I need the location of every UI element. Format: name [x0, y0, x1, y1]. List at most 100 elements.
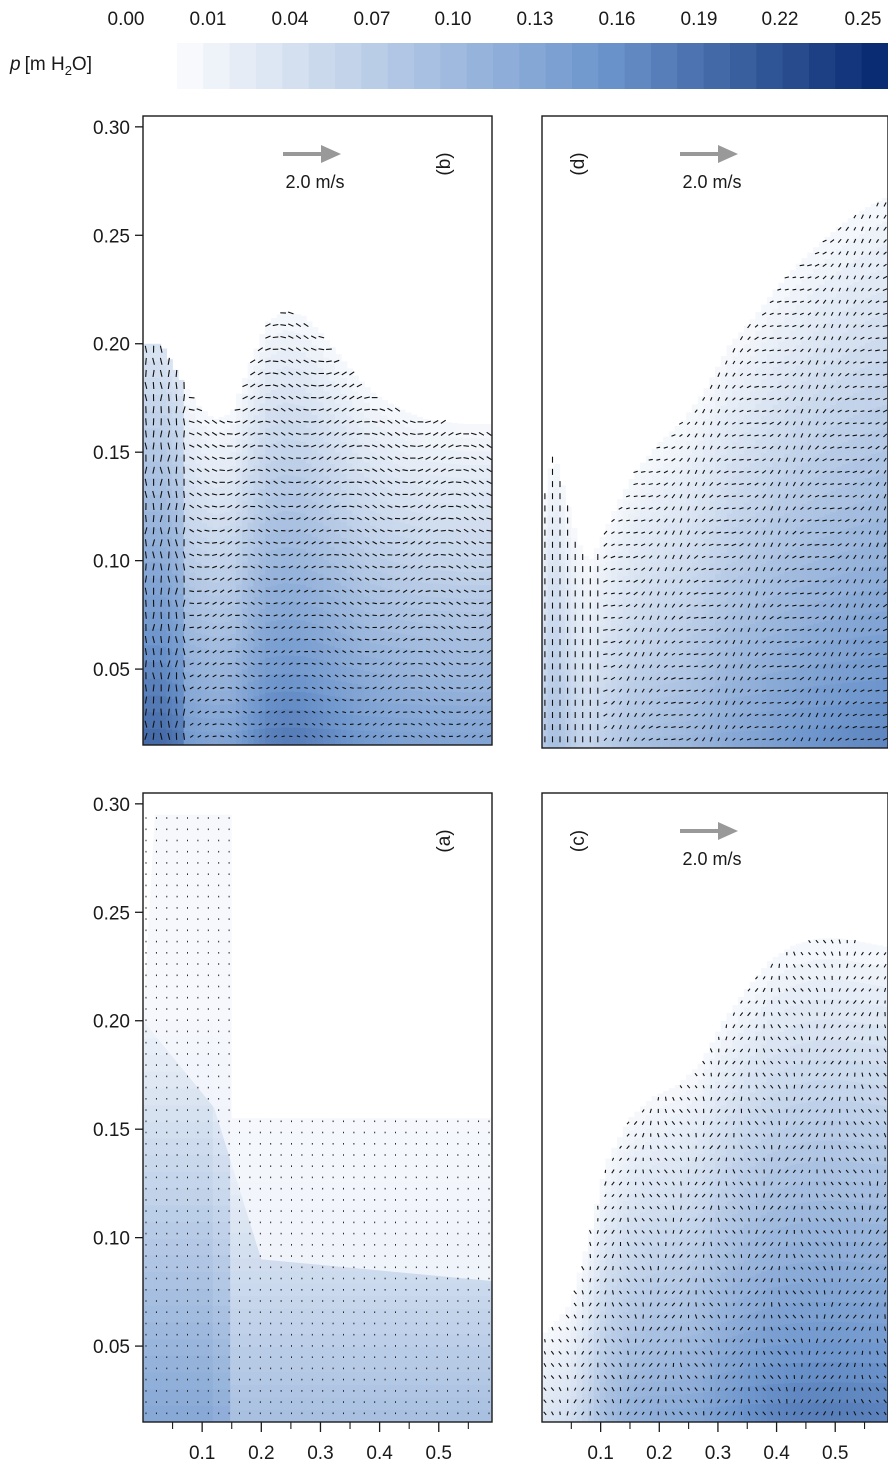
- pressure-cell: [317, 676, 325, 695]
- velocity-vector: [167, 623, 170, 631]
- pressure-cell: [715, 509, 722, 527]
- velocity-vector: [746, 458, 752, 461]
- pressure-cell: [474, 731, 482, 745]
- pressure-cell: [709, 717, 716, 734]
- velocity-vector: [641, 651, 645, 657]
- pressure-cell: [864, 590, 872, 614]
- velocity-vector: [188, 432, 195, 436]
- pressure-cell: [570, 729, 578, 740]
- pressure-cell: [547, 689, 555, 703]
- pressure-cell: [364, 610, 371, 627]
- pressure-cell: [294, 619, 301, 639]
- velocity-vector: [731, 434, 736, 437]
- pressure-cell: [841, 616, 849, 640]
- pressure-cell: [830, 404, 837, 427]
- pressure-cell: [807, 417, 814, 440]
- velocity-vector: [243, 698, 247, 702]
- pressure-cell: [468, 557, 476, 572]
- pressure-cell: [628, 691, 636, 704]
- pressure-cell: [183, 522, 191, 539]
- pressure-cell: [749, 426, 757, 446]
- pressure-cell: [674, 721, 682, 736]
- velocity-vector: [746, 385, 752, 389]
- y-tick-label: 0.25: [93, 226, 130, 247]
- velocity-vector: [152, 381, 155, 390]
- velocity-vector: [204, 686, 210, 690]
- pressure-cell: [445, 597, 453, 612]
- velocity-vector: [273, 710, 278, 714]
- pressure-cell: [230, 689, 237, 704]
- velocity-vector: [471, 638, 477, 641]
- pressure-cell: [375, 628, 383, 645]
- pressure-cell: [645, 626, 653, 640]
- velocity-vector: [724, 725, 728, 730]
- pressure-cell: [474, 718, 482, 733]
- pressure-cell: [433, 636, 441, 652]
- velocity-vector: [656, 627, 660, 632]
- pressure-cell: [749, 337, 757, 356]
- pressure-cell: [853, 503, 860, 527]
- velocity-vector: [189, 480, 195, 485]
- velocity-vector: [694, 530, 698, 535]
- pressure-cell: [559, 737, 566, 748]
- velocity-vector: [433, 504, 439, 509]
- pressure-cell: [451, 436, 458, 451]
- velocity-vector: [717, 700, 721, 706]
- pressure-cell: [253, 398, 261, 416]
- velocity-vector: [295, 395, 302, 400]
- pressure-cell: [224, 607, 232, 622]
- pressure-cell: [680, 474, 687, 490]
- pressure-cell: [663, 709, 670, 723]
- pressure-cell: [358, 623, 365, 640]
- pressure-cell: [559, 638, 566, 651]
- velocity-vector: [175, 490, 178, 498]
- velocity-vector: [724, 409, 728, 413]
- velocity-vector: [288, 456, 294, 460]
- pressure-cell: [340, 569, 348, 586]
- pressure-cell: [663, 514, 670, 529]
- pressure-cell: [270, 353, 278, 373]
- velocity-vector: [372, 516, 378, 521]
- pressure-cell: [778, 496, 785, 517]
- pressure-cell: [674, 519, 682, 535]
- pressure-cell: [616, 623, 624, 635]
- velocity-vector: [356, 481, 363, 484]
- pressure-cell: [663, 657, 670, 671]
- pressure-cell: [813, 372, 820, 395]
- pressure-cell: [789, 708, 797, 729]
- pressure-cell: [772, 499, 780, 520]
- velocity-vector: [671, 434, 676, 437]
- velocity-vector: [410, 493, 416, 496]
- pressure-cell: [755, 657, 762, 677]
- pressure-cell: [553, 558, 561, 572]
- pressure-cell: [801, 380, 809, 402]
- pressure-cell: [334, 370, 342, 388]
- velocity-vector: [250, 456, 256, 460]
- pressure-cell: [340, 441, 348, 459]
- pressure-cell: [282, 311, 290, 331]
- velocity-vector: [724, 543, 729, 546]
- pressure-cell: [841, 463, 849, 487]
- pressure-cell: [236, 408, 243, 424]
- pressure-cell: [870, 611, 878, 636]
- velocity-vector: [357, 735, 362, 738]
- pressure-cell: [864, 342, 872, 366]
- pressure-cell: [241, 439, 249, 456]
- velocity-vector: [160, 708, 163, 716]
- velocity-vector: [144, 648, 148, 656]
- velocity-vector: [167, 539, 171, 547]
- velocity-vector: [403, 637, 408, 642]
- pressure-cell: [784, 708, 791, 730]
- pressure-cell: [201, 578, 208, 593]
- velocity-vector: [349, 517, 355, 520]
- pressure-cell: [288, 402, 296, 422]
- velocity-vector: [417, 433, 424, 435]
- pressure-cell: [364, 580, 371, 597]
- velocity-vector: [327, 650, 331, 654]
- pressure-cell: [387, 446, 394, 462]
- pressure-cell: [201, 633, 208, 649]
- pressure-cell: [836, 682, 843, 706]
- velocity-vector: [357, 626, 362, 629]
- pressure-cell: [789, 329, 797, 351]
- pressure-cell: [841, 288, 849, 311]
